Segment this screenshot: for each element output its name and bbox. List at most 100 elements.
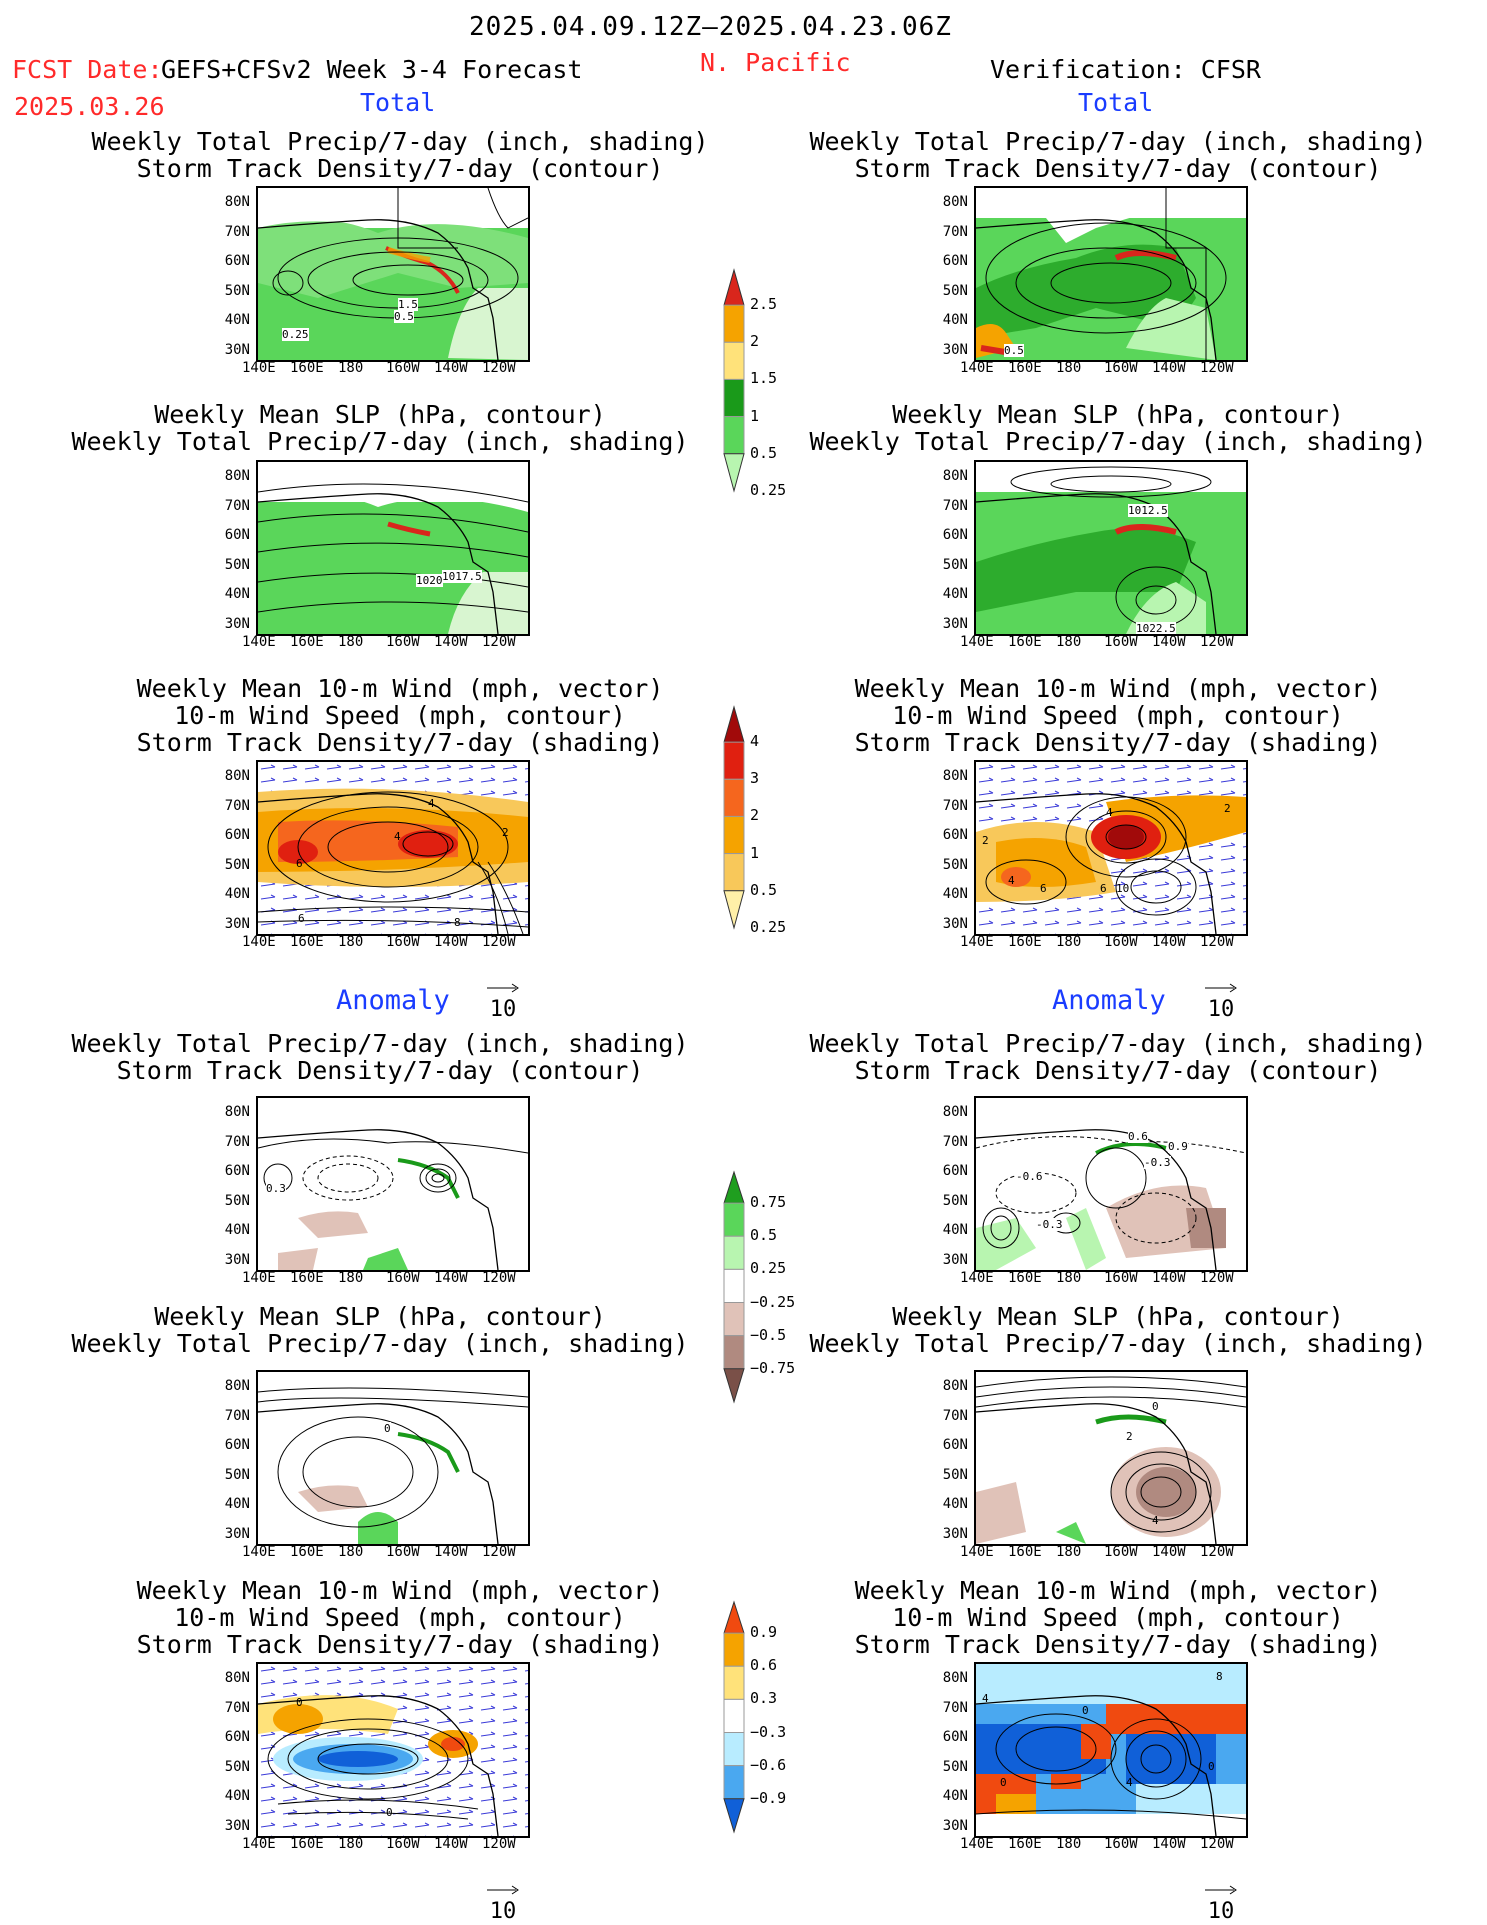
contour-label: 0.5 bbox=[1004, 344, 1024, 357]
lat-tick-label: 80N bbox=[942, 768, 968, 784]
contour-label: 1012.5 bbox=[1128, 504, 1168, 517]
title-line: Storm Track Density/7-day (contour) bbox=[854, 1056, 1382, 1085]
title-line: Weekly Total Precip/7-day (inch, shading… bbox=[809, 127, 1427, 156]
colorbar-storm-total: 4 3 2 1 0.5 0.25 bbox=[720, 705, 840, 985]
panel-title-f3: Weekly Mean 10-m Wind (mph, vector) 10-m… bbox=[80, 675, 720, 756]
colorbar-label: 2 bbox=[750, 332, 760, 351]
lat-tick-label: 40N bbox=[224, 1496, 250, 1512]
map-verification-anom-wind-storm: 8 4 0 0 4 0 bbox=[974, 1662, 1248, 1838]
contour-label: 4 bbox=[1152, 1514, 1159, 1527]
contour-label: 4 bbox=[982, 1692, 989, 1705]
lat-tick-label: 30N bbox=[942, 341, 968, 358]
colorbar-label: 0.3 bbox=[750, 1689, 778, 1708]
lat-tick-label: 60N bbox=[224, 1163, 250, 1179]
lon-tick-label: 180 bbox=[1056, 934, 1082, 950]
colorbar-label: 1 bbox=[750, 843, 760, 862]
lat-tick-label: 50N bbox=[942, 856, 968, 873]
title-line: Weekly Total Precip/7-day (inch, shading… bbox=[71, 1029, 689, 1058]
colorbar-label: 0.5 bbox=[750, 443, 778, 462]
contour-label: 10 bbox=[1116, 882, 1130, 895]
panel-title-f2: Weekly Mean SLP (hPa, contour) Weekly To… bbox=[60, 401, 700, 455]
colorbar-label: 4 bbox=[750, 732, 760, 751]
lat-tick-label: 40N bbox=[942, 1222, 968, 1238]
title-line: Storm Track Density/7-day (shading) bbox=[854, 1630, 1382, 1659]
lon-tick-label: 120W bbox=[482, 1836, 516, 1852]
panel-title-v3: Weekly Mean 10-m Wind (mph, vector) 10-m… bbox=[798, 675, 1438, 756]
lon-tick-label: 160E bbox=[1008, 1836, 1042, 1852]
contour-label: 6 bbox=[1100, 882, 1107, 895]
colorbar-label: 3 bbox=[750, 769, 760, 788]
colorbar-top-swatch bbox=[723, 705, 745, 743]
colorbar-swatch bbox=[723, 1732, 745, 1767]
lon-tick-label: 140W bbox=[434, 1836, 468, 1852]
lat-tick-label: 60N bbox=[224, 527, 250, 543]
arrow-right-icon bbox=[1205, 1885, 1237, 1895]
lon-tick-label: 160W bbox=[1104, 634, 1138, 650]
contour-label: 0 bbox=[1208, 1760, 1215, 1773]
contour-label: 2 bbox=[1224, 802, 1231, 815]
lon-tick-label: 140W bbox=[434, 1270, 468, 1286]
lon-tick-label: 160E bbox=[1008, 1270, 1042, 1286]
title-line: Storm Track Density/7-day (contour) bbox=[116, 1056, 644, 1085]
map-canvas bbox=[976, 188, 1246, 360]
lat-tick-label: 30N bbox=[942, 1525, 968, 1542]
colorbar-bottom-swatch bbox=[723, 453, 745, 493]
lon-tick-label: 140E bbox=[242, 934, 276, 950]
lat-tick-label: 80N bbox=[942, 1670, 968, 1686]
title-line: Storm Track Density/7-day (contour) bbox=[136, 154, 664, 183]
colorbar-label: 0.25 bbox=[750, 917, 787, 936]
lon-tick-label: 160E bbox=[290, 1270, 324, 1286]
title-line: Weekly Total Precip/7-day (inch, shading… bbox=[809, 1029, 1427, 1058]
lat-tick-label: 40N bbox=[224, 1222, 250, 1238]
lon-tick-label: 160W bbox=[386, 934, 420, 950]
contour-label: -0.6 bbox=[1016, 1170, 1043, 1183]
lat-tick-label: 60N bbox=[942, 1163, 968, 1179]
colorbar-label: 1.5 bbox=[750, 369, 778, 388]
colorbar-swatch bbox=[723, 1335, 745, 1370]
colorbar-bottom-swatch bbox=[723, 1368, 745, 1404]
title-line: Storm Track Density/7-day (shading) bbox=[854, 728, 1382, 757]
lat-tick-label: 40N bbox=[942, 886, 968, 902]
colorbar-label: 2.5 bbox=[750, 295, 778, 314]
colorbar-swatch bbox=[723, 1302, 745, 1337]
map-verification-wind-storm: 2 4 2 4 6 6 10 bbox=[974, 760, 1248, 936]
map-canvas bbox=[976, 1129, 1246, 1270]
colorbar-swatch bbox=[723, 778, 745, 817]
colorbar-swatches bbox=[723, 268, 745, 493]
lon-tick-label: 180 bbox=[1056, 360, 1082, 376]
title-line: Weekly Mean SLP (hPa, contour) bbox=[892, 400, 1344, 429]
lon-tick-label: 120W bbox=[482, 1270, 516, 1286]
contour-label: 0.3 bbox=[266, 1182, 286, 1195]
lat-tick-label: 60N bbox=[942, 1437, 968, 1453]
lat-tick-label: 60N bbox=[942, 253, 968, 269]
colorbar-storm-anom: 0.9 0.6 0.3 −0.3 −0.6 −0.9 bbox=[720, 1600, 840, 1885]
lon-tick-label: 140W bbox=[1152, 634, 1186, 650]
lat-tick-label: 80N bbox=[224, 768, 250, 784]
lon-tick-label: 160W bbox=[386, 634, 420, 650]
colorbar-label: −0.6 bbox=[750, 1755, 787, 1774]
lon-tick-label: 140E bbox=[242, 1544, 276, 1560]
map-forecast-anom-slp-precip: 0 bbox=[256, 1370, 530, 1546]
map-canvas bbox=[976, 762, 1246, 934]
lat-tick-label: 80N bbox=[224, 1670, 250, 1686]
vector-ref-label: 10 bbox=[1207, 1899, 1235, 1924]
vector-ref-label: 10 bbox=[489, 997, 517, 1022]
lat-tick-label: 50N bbox=[224, 1758, 250, 1775]
vector-ref-f3: 10 bbox=[486, 978, 520, 1022]
lat-tick-label: 30N bbox=[224, 1525, 250, 1542]
arrow-right-icon bbox=[487, 983, 519, 993]
lat-tick-label: 50N bbox=[942, 1758, 968, 1775]
map-verification-slp-precip: 1012.5 1022.5 bbox=[974, 460, 1248, 636]
title-line: Weekly Total Precip/7-day (inch, shading… bbox=[71, 427, 689, 456]
panel-title-av1: Weekly Total Precip/7-day (inch, shading… bbox=[798, 1030, 1438, 1084]
lat-tick-label: 50N bbox=[224, 1466, 250, 1483]
lon-tick-label: 140E bbox=[960, 1544, 994, 1560]
colorbar-swatch bbox=[723, 1202, 745, 1237]
lon-tick-label: 140E bbox=[242, 360, 276, 376]
map-verification-precip-storm: 0.5 bbox=[974, 186, 1248, 362]
colorbar-label: 0.6 bbox=[750, 1656, 778, 1675]
lat-tick-label: 60N bbox=[942, 527, 968, 543]
colorbar-label: −0.9 bbox=[750, 1788, 787, 1807]
colorbar-precip-anom: 0.75 0.5 0.25 −0.25 −0.5 −0.75 bbox=[720, 1170, 840, 1455]
colorbar-swatch bbox=[723, 1235, 745, 1270]
